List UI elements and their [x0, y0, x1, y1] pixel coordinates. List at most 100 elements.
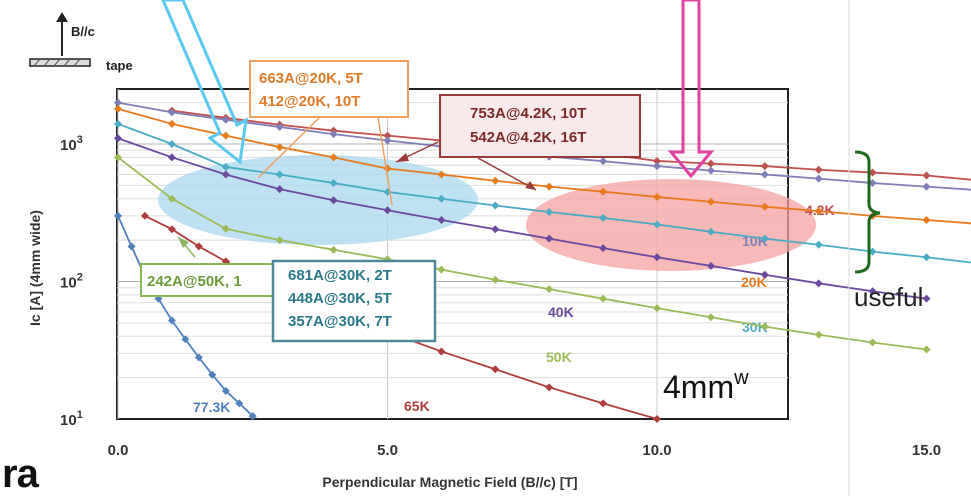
data-point: [437, 194, 446, 203]
data-point: [922, 171, 931, 180]
data-point: [491, 365, 500, 374]
data-point: [599, 244, 608, 253]
y-axis-label: Ic [A] (4mm wide): [27, 210, 43, 326]
x-tick-label: 5.0: [377, 442, 398, 459]
data-point: [167, 316, 176, 325]
field-direction-label: B//c: [71, 24, 95, 39]
data-point: [922, 216, 931, 225]
data-point: [760, 270, 769, 279]
y-tick-label: 102: [60, 272, 83, 292]
x-tick-labels: 0.05.010.015.020.025.0: [108, 442, 942, 459]
data-point: [181, 335, 190, 344]
x-tick-label: 0.0: [108, 442, 129, 459]
data-point: [599, 157, 608, 166]
data-point: [653, 192, 661, 201]
data-point: [814, 207, 823, 216]
data-point: [599, 399, 608, 408]
data-point: [491, 201, 500, 210]
callout-teal: 681A@30K, 2T 448A@30K, 5T 357A@30K, 7T: [271, 259, 437, 343]
useful-range-brace-icon: [854, 150, 881, 274]
data-point: [491, 176, 500, 185]
data-point: [706, 197, 715, 206]
data-point: [868, 247, 877, 256]
data-point: [208, 370, 217, 379]
data-point: [275, 170, 284, 179]
data-point: [491, 275, 500, 284]
callout-green: 242A@50K, 1: [140, 263, 278, 297]
data-point: [760, 322, 769, 331]
data-point: [437, 216, 446, 225]
data-point: [868, 287, 877, 296]
data-point: [235, 399, 244, 408]
data-point: [814, 240, 823, 249]
data-point: [814, 165, 823, 174]
x-tick-label: 10.0: [642, 442, 671, 459]
y-tick-label: 101: [60, 409, 83, 429]
data-point: [114, 119, 122, 128]
red-leader-arrowhead-2: [525, 181, 536, 190]
useful-label: useful: [854, 282, 924, 312]
data-point: [491, 225, 500, 234]
data-point: [760, 170, 769, 179]
data-point: [868, 179, 877, 188]
series-label-50k: 50K: [546, 349, 572, 365]
data-point: [275, 236, 284, 245]
data-point: [221, 131, 230, 140]
data-point: [922, 345, 931, 354]
data-point: [329, 130, 338, 139]
data-point: [167, 140, 176, 148]
orientation-schematic: B//c tape: [29, 12, 133, 73]
data-point: [114, 153, 122, 162]
data-point: [545, 285, 554, 294]
data-point: [437, 347, 446, 356]
data-point: [140, 211, 149, 220]
callout-teal-line-2: 448A@30K, 5T: [288, 290, 392, 307]
data-point: [922, 253, 931, 262]
data-point: [545, 208, 554, 217]
data-point: [706, 159, 715, 168]
x-axis-label: Perpendicular Magnetic Field (B//c) [T]: [322, 474, 577, 490]
callout-red-line-1: 753A@4.2K, 10T: [470, 105, 586, 122]
green-leader-arrowhead: [178, 237, 189, 248]
data-point: [599, 294, 608, 303]
data-point: [599, 187, 608, 196]
callout-green-line-1: 242A@50K, 1: [147, 273, 242, 290]
series-label-77-3k: 77.3K: [193, 399, 230, 415]
data-point: [383, 206, 392, 215]
series-layer: 4.2K10K20K30K40K50K65K77.3K: [114, 98, 971, 423]
data-point: [922, 182, 931, 191]
data-point: [706, 166, 715, 175]
data-point: [221, 224, 230, 233]
data-point: [760, 202, 769, 211]
data-point: [275, 122, 284, 131]
data-point: [653, 156, 661, 165]
data-point: [329, 245, 338, 254]
callout-red: 753A@4.2K, 10T 542A@4.2K, 16T: [439, 94, 641, 158]
data-point: [127, 242, 136, 251]
data-point: [221, 162, 230, 171]
tape-width-superscript: w: [733, 367, 749, 389]
data-point: [329, 153, 338, 162]
data-point: [922, 294, 931, 303]
data-point: [814, 279, 823, 288]
field-arrow-icon: [56, 12, 68, 22]
series-40k: 40K: [114, 134, 931, 320]
data-point: [706, 313, 715, 322]
data-point: [167, 225, 176, 234]
callout-orange-line-2: 412@20K, 10T: [259, 93, 360, 110]
data-point: [437, 170, 446, 179]
data-point: [653, 162, 661, 171]
red-leader-arrowhead: [396, 153, 409, 162]
logo-fragment: ra: [2, 452, 39, 496]
series-30k: 30K: [114, 119, 971, 335]
callout-teal-line-1: 681A@30K, 2T: [288, 267, 392, 284]
callout-teal-line-3: 357A@30K, 7T: [288, 313, 392, 330]
callout-orange: 663A@20K, 5T 412@20K, 10T: [249, 60, 409, 118]
data-point: [760, 162, 769, 171]
y-tick-label: 103: [60, 134, 83, 154]
series-line-4-2k: [171, 109, 971, 181]
data-point: [653, 220, 661, 229]
series-label-40k: 40K: [548, 304, 574, 320]
data-point: [275, 185, 284, 194]
series-label-65k: 65K: [404, 398, 430, 414]
